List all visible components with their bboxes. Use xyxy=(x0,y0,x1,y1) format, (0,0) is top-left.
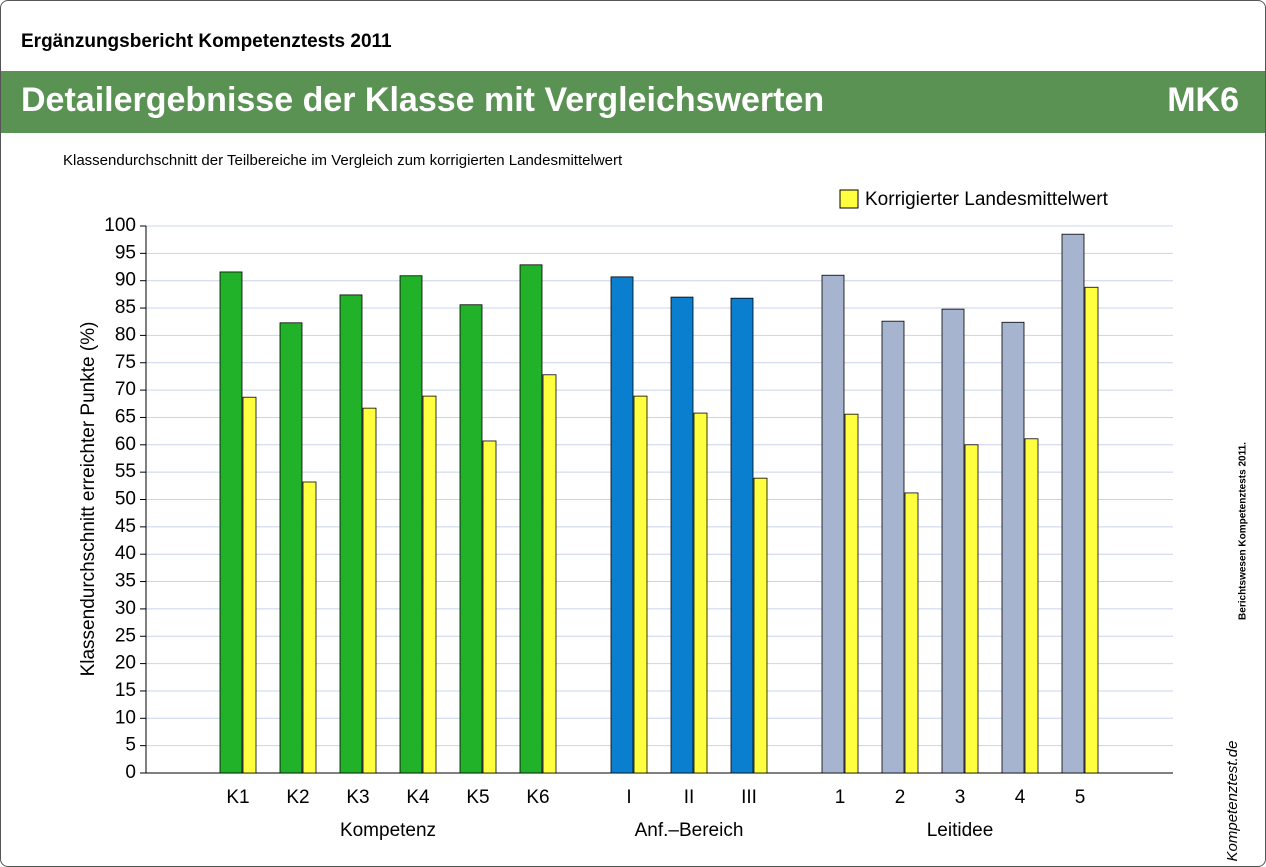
x-tick-label: K4 xyxy=(406,787,430,808)
y-tick-label: 50 xyxy=(115,489,136,510)
bar xyxy=(1084,286,1099,774)
bar xyxy=(542,374,557,774)
bar xyxy=(821,274,845,774)
bar xyxy=(964,444,979,774)
y-tick-label: 95 xyxy=(115,242,136,263)
bar xyxy=(941,308,965,774)
y-tick-label: 75 xyxy=(115,352,136,373)
y-tick-label: 20 xyxy=(115,653,136,674)
bar xyxy=(482,440,497,774)
x-tick-label: III xyxy=(741,787,757,808)
page-code: MK6 xyxy=(1167,81,1239,119)
legend-swatch xyxy=(839,189,859,209)
y-tick-label: 40 xyxy=(115,543,136,564)
bar xyxy=(279,322,303,774)
x-tick-label: K6 xyxy=(526,787,549,808)
y-tick-label: 60 xyxy=(115,434,136,455)
x-tick-label: K3 xyxy=(346,787,369,808)
y-tick-label: 35 xyxy=(115,571,136,592)
logo: Kompetenztest.de xyxy=(1224,741,1241,862)
bar xyxy=(1024,438,1039,774)
y-tick-label: 30 xyxy=(115,598,136,619)
bar xyxy=(730,297,754,774)
bar xyxy=(242,396,257,774)
y-tick-label: 80 xyxy=(115,324,136,345)
x-tick-label: 2 xyxy=(895,787,906,808)
y-tick-label: 55 xyxy=(115,461,136,482)
x-tick-label: K2 xyxy=(286,787,309,808)
y-tick-label: 100 xyxy=(104,215,136,236)
bar xyxy=(422,395,437,774)
bar xyxy=(302,481,317,774)
bar xyxy=(753,477,768,774)
page-title: Detailergebnisse der Klasse mit Vergleic… xyxy=(21,81,825,119)
chart-subtitle: Klassendurchschnitt der Teilbereiche im … xyxy=(63,152,623,169)
bar xyxy=(339,294,363,774)
y-tick-label: 85 xyxy=(115,297,136,318)
side-note: Berichtswesen Kompetenztests 2011. xyxy=(1238,442,1249,620)
y-tick-label: 90 xyxy=(115,270,136,291)
y-tick-label: 0 xyxy=(125,762,136,783)
bar xyxy=(459,304,483,774)
banner: Detailergebnisse der Klasse mit Vergleic… xyxy=(1,71,1265,133)
bar xyxy=(693,412,708,774)
x-tick-label: II xyxy=(684,787,695,808)
bar xyxy=(399,275,423,774)
bar xyxy=(610,276,634,774)
x-tick-label: K5 xyxy=(466,787,489,808)
group-label: Kompetenz xyxy=(340,820,436,841)
y-axis-label: Klassendurchschnitt erreichter Punkte (%… xyxy=(78,322,99,677)
x-tick-label: 1 xyxy=(835,787,846,808)
bar xyxy=(362,407,377,774)
bar xyxy=(881,320,905,774)
legend-label: Korrigierter Landesmittelwert xyxy=(865,189,1109,210)
y-tick-label: 10 xyxy=(115,707,136,728)
group-label: Anf.–Bereich xyxy=(635,820,744,841)
bar xyxy=(670,296,694,774)
x-tick-label: 5 xyxy=(1075,787,1086,808)
report-title: Ergänzungsbericht Kompetenztests 2011 xyxy=(21,31,392,52)
y-tick-label: 65 xyxy=(115,406,136,427)
y-tick-label: 45 xyxy=(115,516,136,537)
bar xyxy=(219,271,243,774)
bar xyxy=(904,492,919,774)
y-tick-label: 5 xyxy=(125,735,136,756)
x-tick-label: 3 xyxy=(955,787,966,808)
y-tick-label: 70 xyxy=(115,379,136,400)
y-tick-label: 25 xyxy=(115,625,136,646)
bar xyxy=(1061,233,1085,774)
bar xyxy=(844,413,859,774)
bar xyxy=(1001,321,1025,774)
bar xyxy=(633,395,648,774)
x-tick-label: K1 xyxy=(226,787,249,808)
x-tick-label: 4 xyxy=(1015,787,1026,808)
group-label: Leitidee xyxy=(927,820,994,841)
x-tick-label: I xyxy=(626,787,631,808)
y-tick-label: 15 xyxy=(115,680,136,701)
bar xyxy=(519,264,543,774)
